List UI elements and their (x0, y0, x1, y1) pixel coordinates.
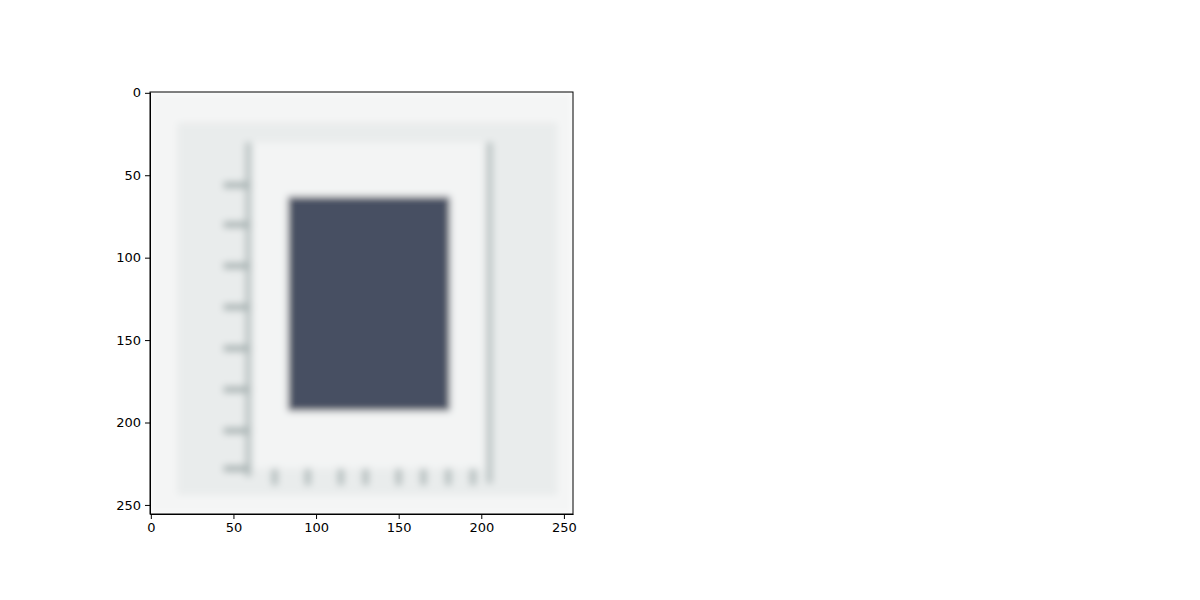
image-region (150, 92, 573, 514)
tick-label: 250 (116, 498, 141, 513)
image-region (486, 142, 493, 483)
image-region (224, 182, 250, 189)
tick-mark (151, 514, 152, 519)
image-region (224, 263, 250, 270)
tick: 250 (116, 498, 150, 513)
tick-mark (233, 514, 234, 519)
tick: 150 (116, 333, 150, 348)
tick: 0 (147, 514, 155, 535)
image-region (362, 469, 369, 485)
image-region (224, 304, 250, 311)
tick: 50 (124, 168, 150, 183)
tick-mark (316, 514, 317, 519)
image-area (150, 92, 573, 514)
image-region (177, 122, 557, 495)
tick-mark (399, 514, 400, 519)
tick-mark (145, 258, 150, 259)
image-region (288, 197, 450, 411)
image-region (224, 427, 250, 434)
tick-mark (145, 175, 150, 176)
image-region (224, 221, 250, 228)
image-region (271, 469, 278, 485)
tick-mark (145, 340, 150, 341)
tick-label: 50 (226, 520, 243, 535)
image-region (224, 345, 250, 352)
image-region (224, 386, 250, 393)
image-region (304, 469, 311, 485)
tick-label: 100 (304, 520, 329, 535)
image-region (338, 469, 345, 485)
tick-mark (145, 423, 150, 424)
tick-label: 250 (552, 520, 577, 535)
tick: 200 (116, 415, 150, 430)
image-region (253, 142, 484, 468)
tick: 100 (116, 250, 150, 265)
image-region (470, 469, 477, 485)
image-region (445, 469, 452, 485)
image-region (395, 469, 402, 485)
tick-label: 0 (147, 520, 155, 535)
tick: 100 (304, 514, 329, 535)
tick: 150 (387, 514, 412, 535)
image-region (224, 465, 250, 472)
x-axis: 0 50 100 150 200 250 (147, 514, 577, 535)
tick: 0 (133, 85, 150, 100)
tick-mark (145, 93, 150, 94)
tick: 200 (469, 514, 494, 535)
tick-label: 150 (387, 520, 412, 535)
tick-label: 50 (124, 168, 141, 183)
y-axis: 0 50 100 150 200 250 (116, 85, 150, 514)
tick-mark (145, 505, 150, 506)
tick-label: 200 (116, 415, 141, 430)
image (150, 92, 573, 514)
tick: 50 (226, 514, 243, 535)
figure: 0 50 100 150 200 250 0 50 100 150 200 250 (0, 0, 1200, 600)
tick: 250 (552, 514, 577, 535)
tick-label: 0 (133, 85, 141, 100)
tick-mark (481, 514, 482, 519)
tick-label: 100 (116, 250, 141, 265)
image-region (420, 469, 427, 485)
plot-frame (150, 92, 573, 514)
tick-label: 150 (116, 333, 141, 348)
tick-label: 200 (469, 520, 494, 535)
tick-mark (564, 514, 565, 519)
